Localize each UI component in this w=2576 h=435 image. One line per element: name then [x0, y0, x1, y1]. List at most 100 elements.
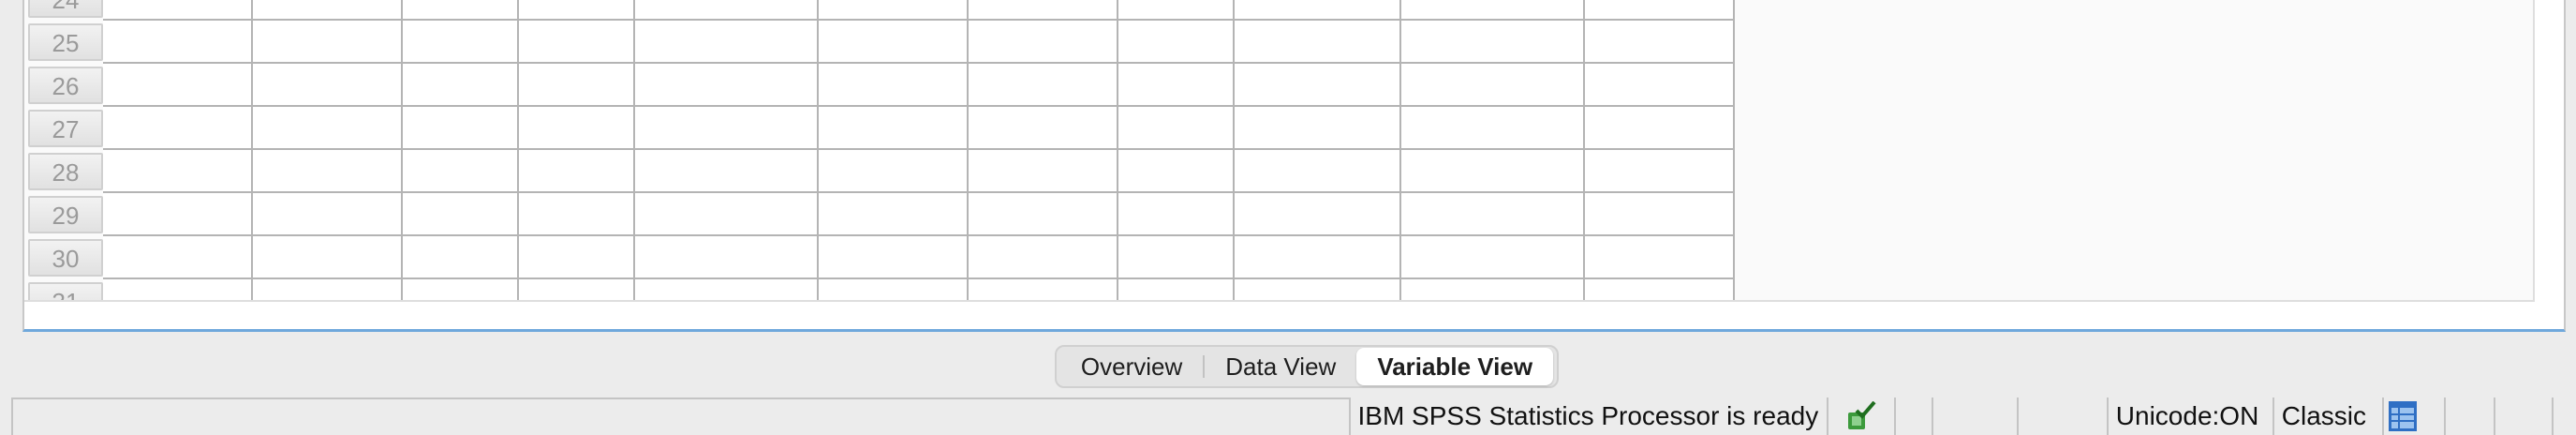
row-header[interactable]: 27	[28, 110, 103, 147]
grid-cell[interactable]	[969, 107, 1118, 150]
grid-cell[interactable]	[103, 279, 253, 300]
grid-cell[interactable]	[635, 150, 819, 193]
grid-cell[interactable]	[519, 107, 635, 150]
grid-cell[interactable]	[819, 150, 969, 193]
grid-cell[interactable]	[103, 236, 253, 279]
grid-cell[interactable]	[1585, 193, 1735, 236]
grid-cell[interactable]	[253, 150, 403, 193]
grid-cell[interactable]	[819, 236, 969, 279]
grid-cell[interactable]	[519, 279, 635, 300]
grid-cell[interactable]	[1585, 279, 1735, 300]
grid-cell[interactable]	[519, 64, 635, 107]
grid-cell[interactable]	[1118, 279, 1235, 300]
grid-cell[interactable]	[635, 193, 819, 236]
grid-cell[interactable]	[635, 279, 819, 300]
row-header[interactable]: 25	[28, 23, 103, 61]
grid-cell[interactable]	[403, 150, 519, 193]
grid-cell[interactable]	[519, 236, 635, 279]
row-header[interactable]: 24	[28, 0, 103, 18]
grid-cell[interactable]	[253, 64, 403, 107]
row-header[interactable]: 26	[28, 67, 103, 104]
grid-cell[interactable]	[1401, 64, 1585, 107]
grid-cell[interactable]	[969, 150, 1118, 193]
grid-cell[interactable]	[253, 279, 403, 300]
grid-cell[interactable]	[969, 21, 1118, 64]
grid-cell[interactable]	[1401, 0, 1585, 21]
grid-cell[interactable]	[1235, 64, 1401, 107]
grid-cell[interactable]	[1401, 150, 1585, 193]
grid-cell[interactable]	[103, 64, 253, 107]
grid-cell[interactable]	[253, 0, 403, 21]
grid-cell[interactable]	[819, 21, 969, 64]
grid-cell[interactable]	[1401, 279, 1585, 300]
grid-cell[interactable]	[519, 21, 635, 64]
grid-cell[interactable]	[1401, 107, 1585, 150]
grid-cell[interactable]	[253, 193, 403, 236]
grid-cell[interactable]	[519, 150, 635, 193]
grid-cell[interactable]	[1118, 107, 1235, 150]
grid-cell[interactable]	[819, 193, 969, 236]
row-header[interactable]: 31	[28, 282, 103, 300]
grid-cell[interactable]	[103, 21, 253, 64]
grid-cell[interactable]	[1235, 21, 1401, 64]
grid-cell[interactable]	[1585, 107, 1735, 150]
grid-cell[interactable]	[103, 0, 253, 21]
grid-cell[interactable]	[1585, 150, 1735, 193]
tab-overview[interactable]: Overview	[1080, 352, 1183, 381]
grid-cell[interactable]	[403, 0, 519, 21]
grid-cell[interactable]	[103, 107, 253, 150]
grid-cell[interactable]	[403, 236, 519, 279]
grid-cell[interactable]	[403, 279, 519, 300]
tab-data-view[interactable]: Data View	[1225, 352, 1337, 381]
grid-cell[interactable]	[253, 107, 403, 150]
grid-cell[interactable]	[1235, 0, 1401, 21]
variable-view-grid[interactable]: 24 25 26 27 28 29 30 31	[22, 0, 2566, 332]
grid-cell[interactable]	[635, 236, 819, 279]
grid-cell[interactable]	[819, 0, 969, 21]
grid-cell[interactable]	[969, 0, 1118, 21]
grid-cell[interactable]	[1585, 236, 1735, 279]
grid-cell[interactable]	[519, 0, 635, 21]
grid-cell[interactable]	[1118, 21, 1235, 64]
grid-cell[interactable]	[403, 64, 519, 107]
grid-cell[interactable]	[1585, 64, 1735, 107]
tab-variable-view[interactable]: Variable View	[1356, 348, 1554, 385]
grid-cell[interactable]	[253, 21, 403, 64]
grid-cell[interactable]	[635, 107, 819, 150]
grid-cell[interactable]	[1235, 193, 1401, 236]
grid-cell[interactable]	[1401, 193, 1585, 236]
grid-viewport[interactable]: 24 25 26 27 28 29 30 31	[24, 0, 2535, 302]
grid-cell[interactable]	[103, 150, 253, 193]
grid-cell[interactable]	[819, 279, 969, 300]
grid-cell[interactable]	[253, 236, 403, 279]
grid-cell[interactable]	[1118, 193, 1235, 236]
grid-cell[interactable]	[1585, 0, 1735, 21]
grid-cell[interactable]	[1235, 236, 1401, 279]
grid-cell[interactable]	[969, 64, 1118, 107]
grid-cell[interactable]	[403, 193, 519, 236]
grid-cell[interactable]	[519, 193, 635, 236]
grid-cell[interactable]	[819, 107, 969, 150]
grid-cell[interactable]	[819, 64, 969, 107]
grid-cell[interactable]	[1118, 64, 1235, 107]
grid-cell[interactable]	[1401, 21, 1585, 64]
grid-cell[interactable]	[403, 21, 519, 64]
grid-cell[interactable]	[635, 64, 819, 107]
grid-cell[interactable]	[969, 193, 1118, 236]
grid-cell[interactable]	[635, 0, 819, 21]
grid-cell[interactable]	[969, 236, 1118, 279]
grid-cell[interactable]	[1118, 0, 1235, 21]
table-layout-icon[interactable]	[2381, 398, 2444, 435]
grid-cell[interactable]	[969, 279, 1118, 300]
grid-cell[interactable]	[1235, 107, 1401, 150]
grid-cell[interactable]	[1235, 279, 1401, 300]
grid-cell[interactable]	[1118, 236, 1235, 279]
grid-cell[interactable]	[1118, 150, 1235, 193]
row-header[interactable]: 29	[28, 196, 103, 233]
row-header[interactable]: 30	[28, 239, 103, 277]
grid-cell[interactable]	[103, 193, 253, 236]
row-header[interactable]: 28	[28, 153, 103, 190]
grid-cell[interactable]	[635, 21, 819, 64]
grid-cell[interactable]	[1585, 21, 1735, 64]
grid-cell[interactable]	[1401, 236, 1585, 279]
